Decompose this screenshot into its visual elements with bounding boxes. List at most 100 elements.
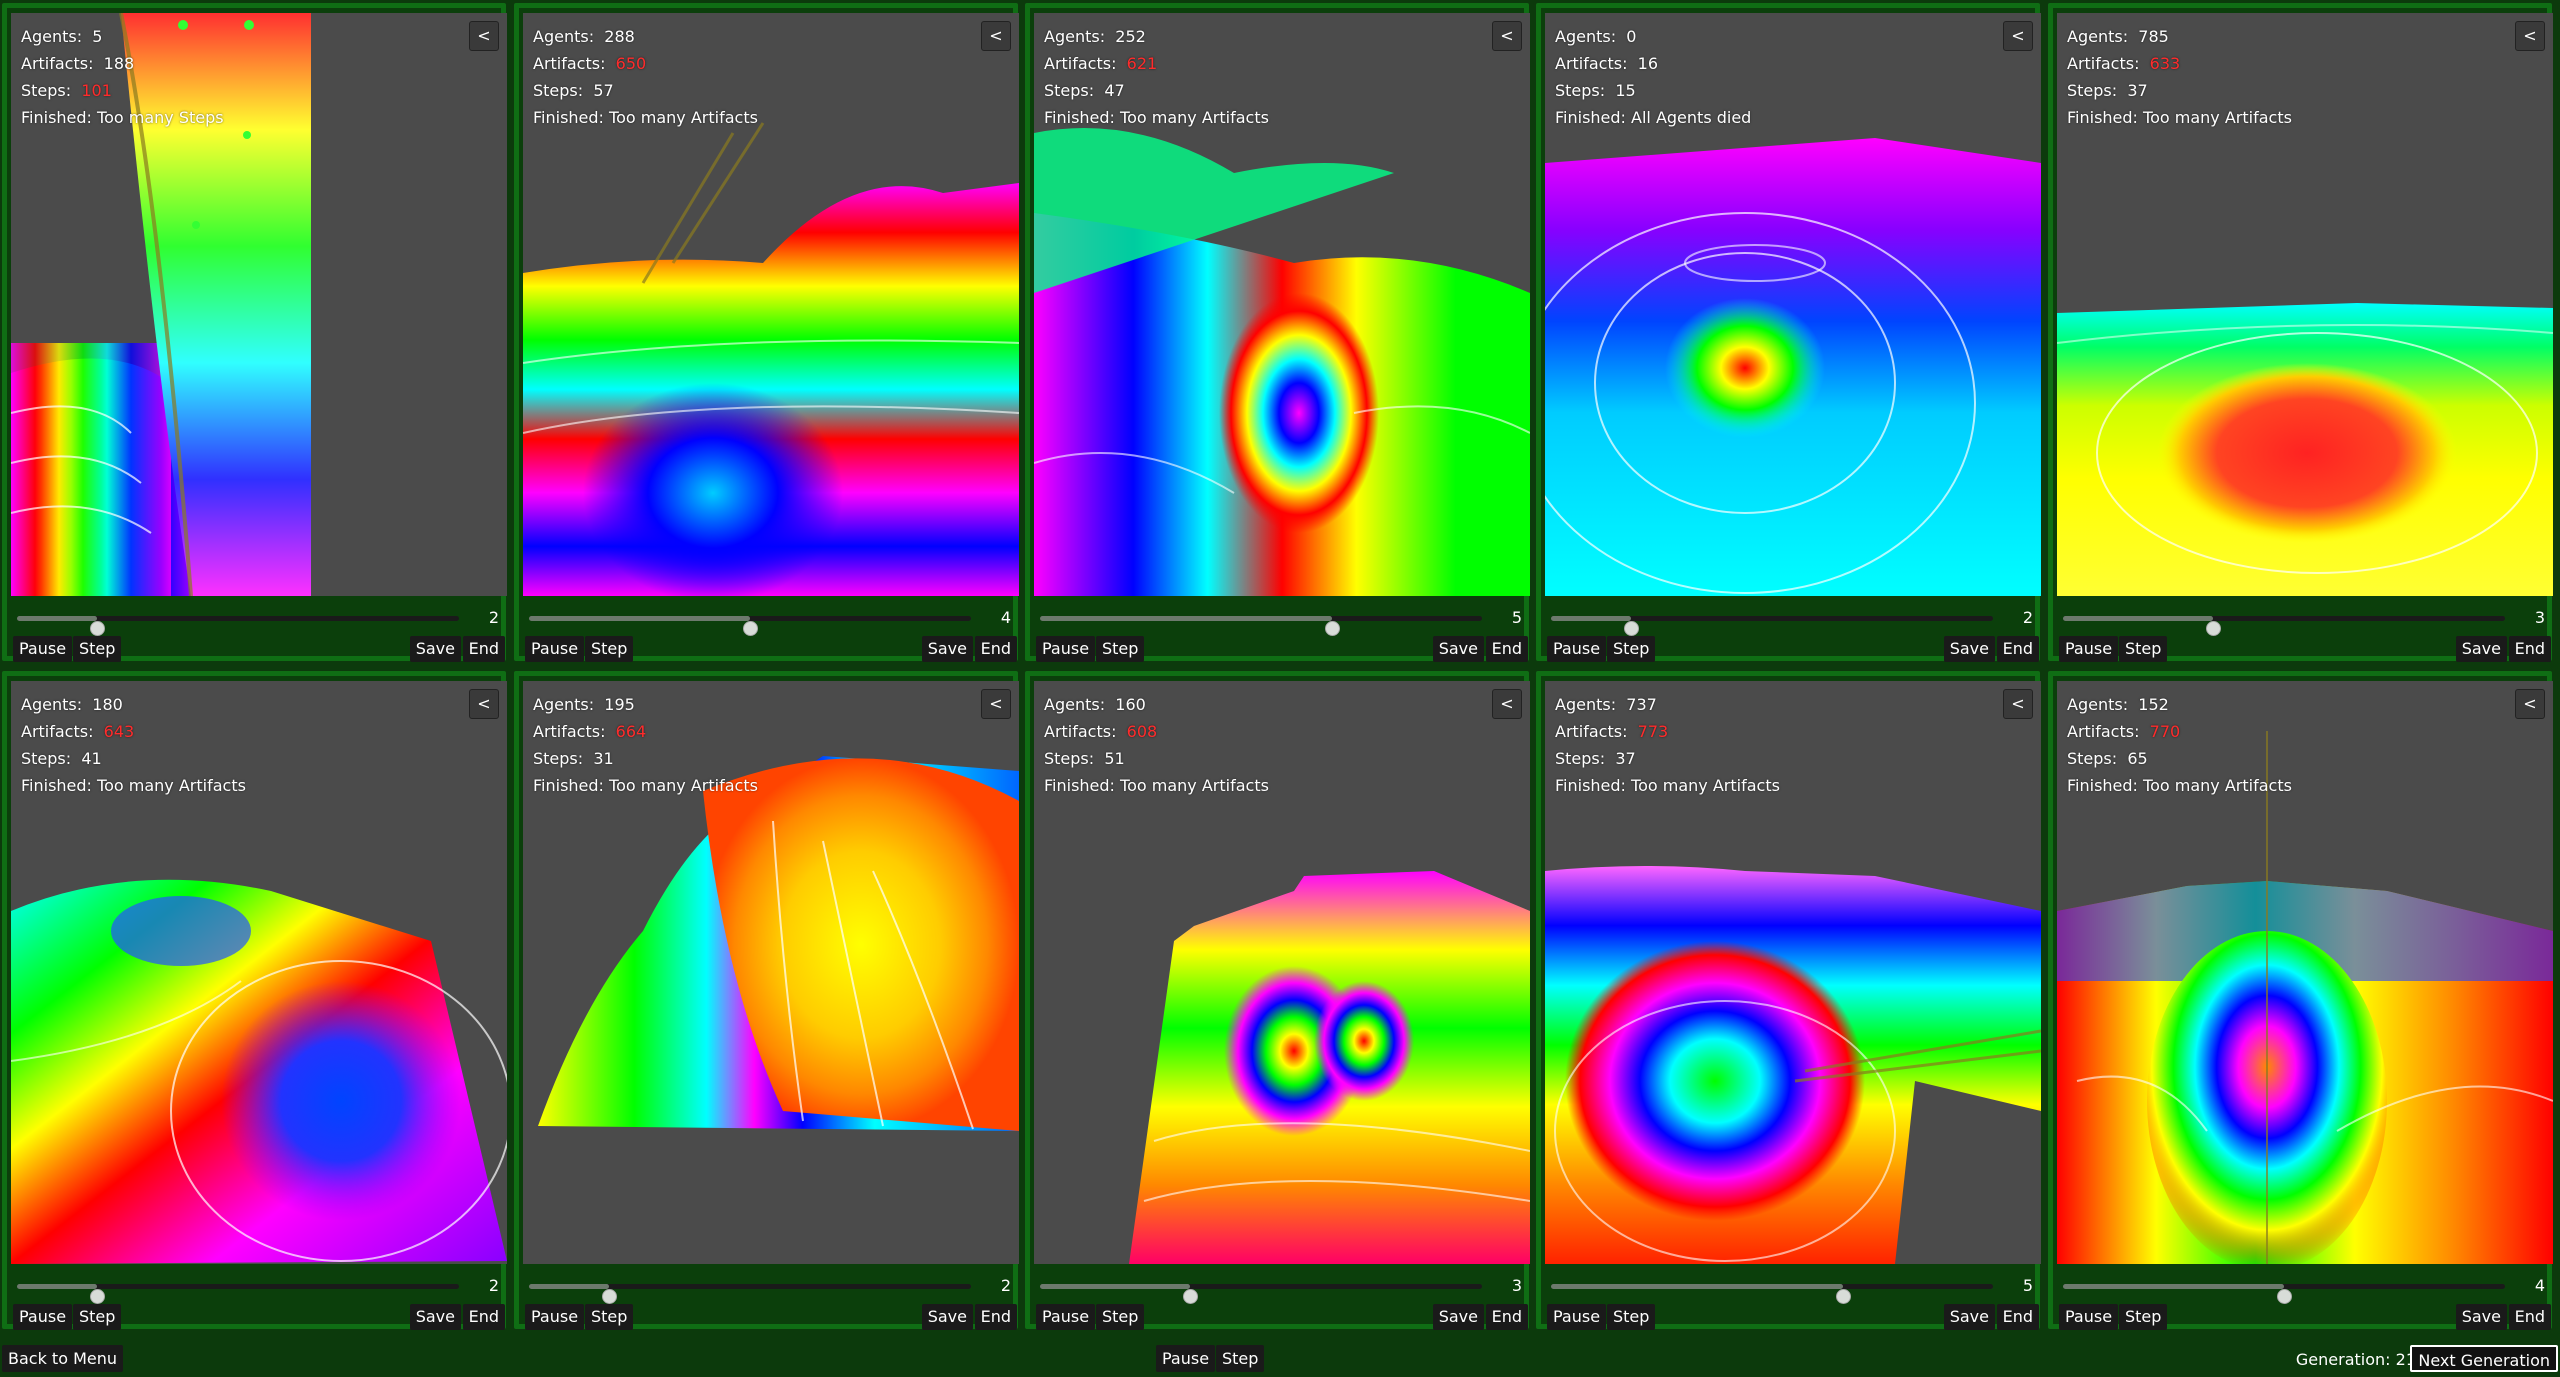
step-button[interactable]: Step [73, 1304, 122, 1330]
save-button[interactable]: Save [1432, 1304, 1484, 1330]
slider-track[interactable] [529, 616, 971, 636]
slider-track[interactable] [17, 1284, 459, 1304]
speed-slider[interactable]: 4 [2057, 1274, 2553, 1304]
pause-button[interactable]: Pause [1036, 636, 1096, 662]
save-button[interactable]: Save [921, 636, 973, 662]
slider-fill [1040, 1284, 1191, 1289]
pause-button[interactable]: Pause [13, 636, 73, 662]
surface-viewport[interactable]: Agents: 152 Artifacts: 770 Steps: 65 Fin… [2057, 681, 2553, 1264]
save-button[interactable]: Save [2455, 1304, 2507, 1330]
collapse-button[interactable]: < [469, 689, 499, 719]
surface-viewport[interactable]: Agents: 785 Artifacts: 633 Steps: 37 Fin… [2057, 13, 2553, 596]
slider-track[interactable] [2063, 616, 2505, 636]
surface-viewport[interactable]: Agents: 288 Artifacts: 650 Steps: 57 Fin… [523, 13, 1019, 596]
slider-track[interactable] [1551, 616, 1993, 636]
speed-slider[interactable]: 2 [523, 1274, 1019, 1304]
collapse-button[interactable]: < [469, 21, 499, 51]
surface-viewport[interactable]: Agents: 252 Artifacts: 621 Steps: 47 Fin… [1034, 13, 1530, 596]
surface-viewport[interactable]: Agents: 195 Artifacts: 664 Steps: 31 Fin… [523, 681, 1019, 1264]
step-button[interactable]: Step [1607, 636, 1656, 662]
collapse-button[interactable]: < [2515, 689, 2545, 719]
slider-thumb[interactable] [1324, 621, 1340, 636]
collapse-button[interactable]: < [2515, 21, 2545, 51]
slider-thumb[interactable] [743, 621, 758, 636]
pause-button[interactable]: Pause [2059, 636, 2119, 662]
pause-button[interactable]: Pause [2059, 1304, 2119, 1330]
slider-track[interactable] [17, 616, 459, 636]
collapse-button[interactable]: < [981, 21, 1011, 51]
end-button[interactable]: End [974, 1304, 1017, 1330]
global-pause-button[interactable]: Pause [1156, 1345, 1216, 1372]
end-button[interactable]: End [1996, 1304, 2039, 1330]
slider-track[interactable] [529, 1284, 971, 1304]
collapse-button[interactable]: < [2003, 21, 2033, 51]
surface-viewport[interactable]: Agents: 180 Artifacts: 643 Steps: 41 Fin… [11, 681, 507, 1264]
step-button[interactable]: Step [1096, 636, 1145, 662]
speed-slider[interactable]: 2 [11, 606, 507, 636]
speed-slider[interactable]: 3 [2057, 606, 2553, 636]
end-button[interactable]: End [974, 636, 1017, 662]
slider-thumb[interactable] [2206, 621, 2222, 636]
speed-slider[interactable]: 3 [1034, 1274, 1530, 1304]
steps-row: Steps: 101 [21, 81, 112, 100]
step-button[interactable]: Step [1607, 1304, 1656, 1330]
save-button[interactable]: Save [1943, 636, 1995, 662]
step-button[interactable]: Step [1096, 1304, 1145, 1330]
slider-thumb[interactable] [2277, 1289, 2292, 1304]
step-button[interactable]: Step [585, 1304, 634, 1330]
pause-button[interactable]: Pause [1547, 1304, 1607, 1330]
save-button[interactable]: Save [1432, 636, 1484, 662]
slider-fill [1040, 616, 1332, 621]
pause-button[interactable]: Pause [1547, 636, 1607, 662]
pause-button[interactable]: Pause [13, 1304, 73, 1330]
speed-slider[interactable]: 2 [11, 1274, 507, 1304]
collapse-button[interactable]: < [1492, 689, 1522, 719]
panel-controls: Pause Step Save End [523, 1304, 1019, 1330]
step-button[interactable]: Step [73, 636, 122, 662]
slider-thumb[interactable] [89, 1289, 105, 1304]
speed-slider[interactable]: 4 [523, 606, 1019, 636]
slider-thumb[interactable] [1623, 621, 1639, 636]
save-button[interactable]: Save [409, 1304, 461, 1330]
slider-thumb[interactable] [601, 1289, 617, 1304]
slider-track[interactable] [1040, 616, 1482, 636]
next-generation-button[interactable]: Next Generation [2410, 1345, 2558, 1372]
pause-button[interactable]: Pause [525, 636, 585, 662]
end-button[interactable]: End [462, 1304, 505, 1330]
slider-thumb[interactable] [89, 621, 105, 636]
slider-track[interactable] [1551, 1284, 1993, 1304]
save-button[interactable]: Save [1943, 1304, 1995, 1330]
surface-viewport[interactable]: Agents: 160 Artifacts: 608 Steps: 51 Fin… [1034, 681, 1530, 1264]
end-button[interactable]: End [1485, 1304, 1528, 1330]
end-button[interactable]: End [1996, 636, 2039, 662]
step-button[interactable]: Step [2119, 1304, 2168, 1330]
end-button[interactable]: End [462, 636, 505, 662]
back-to-menu-button[interactable]: Back to Menu [2, 1345, 124, 1372]
speed-slider[interactable]: 5 [1034, 606, 1530, 636]
pause-button[interactable]: Pause [1036, 1304, 1096, 1330]
speed-slider[interactable]: 5 [1545, 1274, 2041, 1304]
global-step-button[interactable]: Step [1216, 1345, 1265, 1372]
surface-viewport[interactable]: Agents: 737 Artifacts: 773 Steps: 37 Fin… [1545, 681, 2041, 1264]
collapse-button[interactable]: < [2003, 689, 2033, 719]
collapse-button[interactable]: < [981, 689, 1011, 719]
slider-track[interactable] [1040, 1284, 1482, 1304]
save-button[interactable]: Save [2455, 636, 2507, 662]
collapse-button[interactable]: < [1492, 21, 1522, 51]
save-button[interactable]: Save [921, 1304, 973, 1330]
end-button[interactable]: End [1485, 636, 1528, 662]
speed-slider[interactable]: 2 [1545, 606, 2041, 636]
finished-row: Finished: Too many Artifacts [533, 108, 758, 127]
end-button[interactable]: End [2508, 1304, 2551, 1330]
pause-button[interactable]: Pause [525, 1304, 585, 1330]
slider-thumb[interactable] [1183, 1289, 1199, 1304]
slider-thumb[interactable] [1835, 1289, 1851, 1304]
end-button[interactable]: End [2508, 636, 2551, 662]
surface-viewport[interactable]: Agents: 0 Artifacts: 16 Steps: 15 Finish… [1545, 13, 2041, 596]
surface-viewport[interactable]: Agents: 5 Artifacts: 188 Steps: 101 Fini… [11, 13, 507, 596]
generation-label: Generation: 21 [2295, 1350, 2416, 1369]
step-button[interactable]: Step [2119, 636, 2168, 662]
save-button[interactable]: Save [409, 636, 461, 662]
slider-track[interactable] [2063, 1284, 2505, 1304]
step-button[interactable]: Step [585, 636, 634, 662]
